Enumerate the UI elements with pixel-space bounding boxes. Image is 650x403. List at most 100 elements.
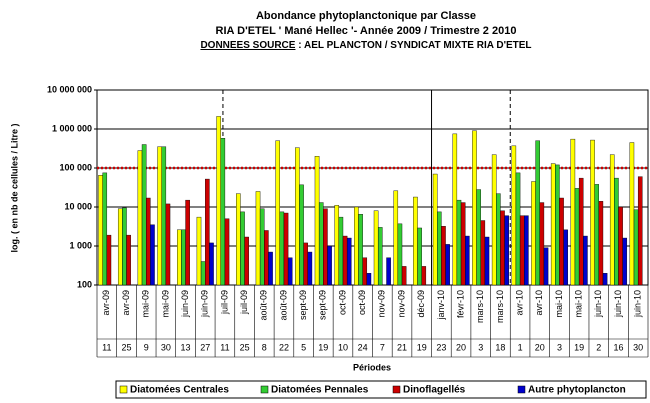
- bar: [583, 235, 588, 286]
- x-tick-label: juin-09: [200, 290, 210, 318]
- x-day-label: 21: [397, 342, 407, 352]
- x-day-label: 10: [338, 342, 348, 352]
- x-day-label: 5: [301, 342, 306, 352]
- bar: [122, 207, 127, 286]
- y-tick-label: 1 000 000: [52, 123, 92, 133]
- x-day-label: 25: [122, 342, 132, 352]
- x-axis-label: Périodes: [353, 362, 391, 372]
- x-tick-label: avr-09: [121, 290, 131, 316]
- bar: [377, 227, 383, 286]
- bar: [578, 177, 584, 286]
- bar: [318, 202, 324, 286]
- bar: [476, 189, 481, 286]
- bar: [386, 257, 391, 286]
- bar: [327, 245, 332, 286]
- bar: [157, 146, 162, 286]
- x-tick-label: mai-09: [141, 290, 151, 318]
- bar: [421, 266, 427, 286]
- x-day-label: 18: [495, 342, 505, 352]
- x-tick-label: sept-09: [298, 290, 308, 320]
- bar: [618, 206, 623, 286]
- legend-swatch: [517, 385, 526, 394]
- legend-label: Diatomées Pennales: [271, 385, 369, 396]
- x-day-label: 8: [262, 342, 267, 352]
- bar: [460, 202, 466, 286]
- bar: [531, 181, 536, 286]
- x-tick-label: juin-10: [593, 290, 603, 318]
- x-day-label: 7: [380, 342, 385, 352]
- bar: [236, 193, 241, 286]
- bar: [504, 215, 509, 286]
- bar: [338, 216, 344, 286]
- x-day-label: 20: [535, 342, 545, 352]
- bar: [629, 142, 635, 286]
- bar: [299, 184, 304, 286]
- bar: [602, 273, 608, 286]
- bar: [614, 177, 619, 286]
- bar: [637, 176, 643, 286]
- legend-swatch: [119, 385, 128, 394]
- x-day-label: 9: [144, 342, 149, 352]
- x-day-label: 11: [102, 342, 111, 352]
- bar: [432, 173, 438, 286]
- x-day-label: 20: [456, 342, 466, 352]
- bar: [224, 218, 230, 286]
- x-tick-label: oct-09: [337, 290, 347, 315]
- bar: [491, 154, 497, 286]
- bar: [209, 242, 214, 286]
- x-day-label: 3: [557, 342, 562, 352]
- bar: [161, 146, 167, 286]
- x-day-label: 27: [200, 342, 210, 352]
- bar: [346, 237, 352, 286]
- bar: [609, 154, 615, 286]
- x-day-label: 25: [240, 342, 250, 352]
- legend-label: Diatomées Centrales: [130, 385, 229, 396]
- x-tick-label: avr-09: [101, 290, 111, 316]
- bar: [550, 163, 556, 286]
- bar: [145, 197, 151, 286]
- source-text: : AEL PLANCTON / SYNDICAT MIXTE RIA D'ET…: [295, 40, 531, 51]
- bar: [342, 235, 348, 286]
- x-day-label: 19: [417, 342, 427, 352]
- bar: [358, 214, 363, 286]
- x-day-label: 2: [596, 342, 601, 352]
- bar: [275, 140, 280, 286]
- bar: [354, 206, 359, 286]
- x-tick-label: mai-09: [160, 290, 170, 318]
- bar: [484, 236, 490, 286]
- x-tick-label: févr-10: [455, 290, 465, 318]
- bar: [633, 209, 639, 286]
- y-tick-label: 10 000: [64, 201, 92, 211]
- bar: [393, 190, 399, 286]
- x-tick-label: juil-09: [219, 290, 229, 315]
- x-tick-label: nov-09: [377, 290, 387, 318]
- bar: [244, 236, 249, 286]
- bar: [413, 196, 418, 286]
- bar: [268, 251, 273, 286]
- x-day-label: 1: [518, 342, 523, 352]
- bar: [165, 203, 171, 286]
- x-day-label: 19: [318, 342, 328, 352]
- bar: [598, 201, 604, 286]
- bar: [555, 164, 560, 286]
- bar: [362, 257, 368, 286]
- bar: [480, 220, 486, 286]
- x-tick-label: mars-10: [475, 290, 485, 323]
- bar: [279, 211, 285, 286]
- bar: [563, 229, 568, 286]
- bar: [220, 138, 226, 286]
- bar: [177, 229, 182, 286]
- legend-label: Autre phytoplancton: [528, 385, 626, 396]
- y-axis-label: log. ( en nb de cellules / Litre ): [9, 123, 19, 252]
- x-day-label: 24: [358, 342, 368, 352]
- bar: [373, 210, 379, 286]
- x-tick-label: juin-09: [180, 290, 190, 318]
- bar: [535, 140, 540, 286]
- x-tick-label: août-09: [278, 290, 288, 321]
- bar: [181, 229, 186, 286]
- x-tick-label: nov-09: [396, 290, 406, 318]
- x-tick-label: mai-10: [574, 290, 584, 318]
- x-tick-label: déc-09: [416, 290, 426, 318]
- x-day-label: 19: [574, 342, 584, 352]
